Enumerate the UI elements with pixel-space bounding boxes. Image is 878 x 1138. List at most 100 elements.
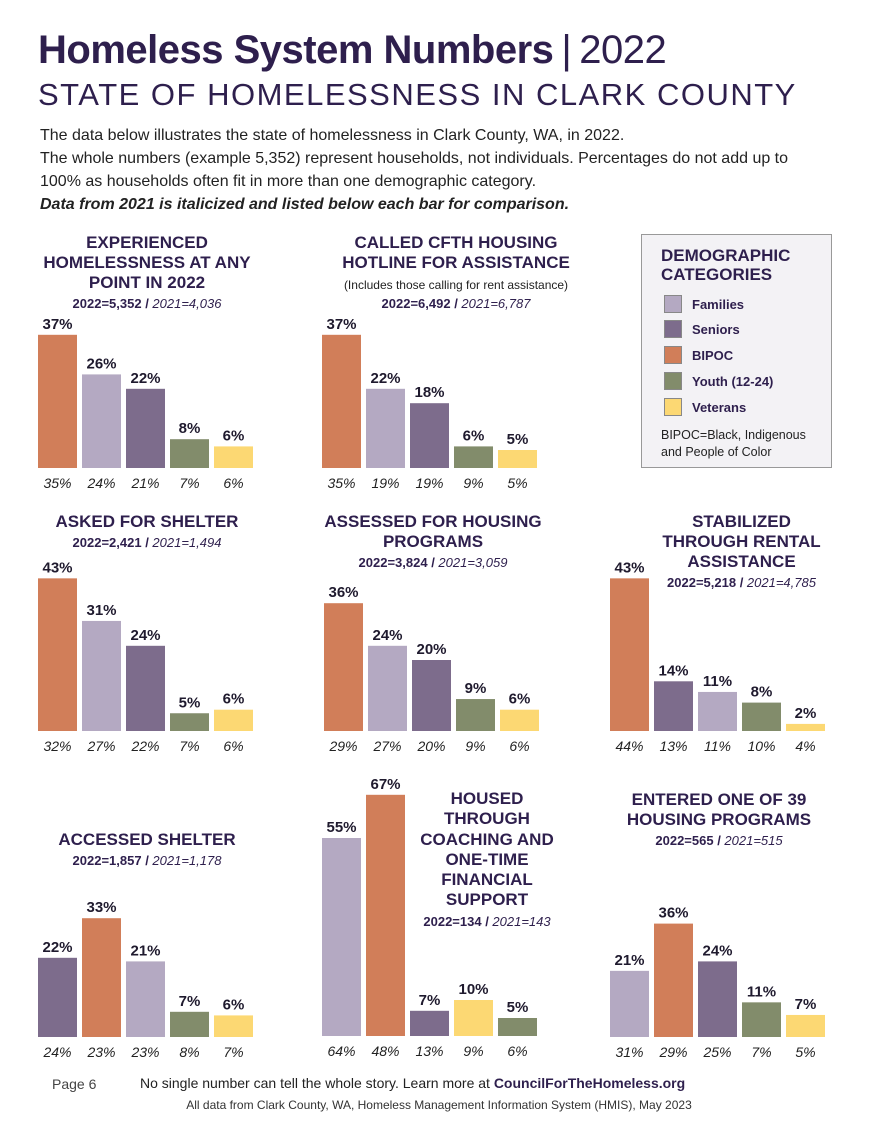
- prev-year-label: 8%: [179, 1044, 199, 1060]
- footer-text: No single number can tell the whole stor…: [140, 1075, 685, 1091]
- bar-veterans: [214, 709, 253, 731]
- prev-year-label: 22%: [130, 738, 159, 754]
- chart-title: ACCESSED SHELTER: [58, 830, 236, 849]
- value-label: 6%: [223, 691, 245, 708]
- prev-year-label: 20%: [416, 738, 445, 754]
- chart-title: CALLED CFTH HOUSING HOTLINE FOR ASSISTAN…: [342, 233, 570, 272]
- intro-line-3: Data from 2021 is italicized and listed …: [40, 196, 570, 213]
- legend-swatch-bipoc: [664, 346, 682, 364]
- prev-year-label: 19%: [415, 475, 443, 491]
- bar-bipoc: [610, 578, 649, 731]
- bar-families: [82, 620, 121, 731]
- bar-veterans: [498, 450, 537, 468]
- stat-2021: 2021=4,785: [746, 575, 816, 590]
- legend-label-seniors: Seniors: [692, 322, 740, 337]
- bar-bipoc: [38, 578, 77, 731]
- footer-link[interactable]: CouncilForTheHomeless.org: [493, 1075, 686, 1091]
- value-label: 31%: [86, 602, 116, 619]
- prev-year-label: 23%: [86, 1044, 115, 1060]
- bar-veterans: [786, 1014, 825, 1037]
- legend-title: DEMOGRAPHIC CATEGORIES: [661, 246, 791, 284]
- chart-plot: 55% 64% 67% 48% 7% 13% 10% 9% 5% 6%: [322, 776, 537, 1059]
- chart-accessed-shelter: ACCESSED SHELTER 2022=1,857 / 2021=1,178…: [37, 829, 257, 1064]
- prev-year-label: 10%: [747, 738, 775, 754]
- stat-2022: 2022=5,218: [667, 575, 737, 590]
- value-label: 43%: [42, 559, 72, 576]
- value-label: 20%: [416, 641, 446, 658]
- prev-year-label: 29%: [658, 1044, 687, 1060]
- value-label: 37%: [42, 316, 72, 333]
- chart-title: ASSESSED FOR HOUSING PROGRAMS: [324, 512, 542, 551]
- value-label: 22%: [42, 939, 72, 956]
- bar-youth: [170, 713, 209, 731]
- prev-year-label: 44%: [615, 738, 643, 754]
- stat-2022: 2022=5,352: [72, 296, 142, 311]
- bar-youth: [456, 699, 495, 731]
- bar-families: [610, 970, 649, 1037]
- bar-seniors: [38, 957, 77, 1037]
- bar-bipoc: [38, 334, 77, 468]
- prev-year-label: 7%: [179, 475, 199, 491]
- legend-swatch-youth: [664, 372, 682, 390]
- value-label: 55%: [326, 819, 356, 836]
- prev-year-label: 23%: [130, 1044, 159, 1060]
- stat-2022: 2022=565: [655, 833, 714, 848]
- value-label: 21%: [614, 952, 644, 969]
- prev-year-label: 6%: [223, 738, 243, 754]
- chart-experienced-homelessness: EXPERIENCED HOMELESSNESS AT ANY POINT IN…: [37, 232, 257, 497]
- prev-year-label: 48%: [371, 1043, 399, 1059]
- bar-seniors: [126, 645, 165, 731]
- bar-families: [698, 691, 737, 731]
- chart-title: STABILIZED THROUGH RENTAL ASSISTANCE: [662, 512, 821, 571]
- chart-stabilized-rental: STABILIZED THROUGH RENTAL ASSISTANCE 202…: [609, 511, 834, 756]
- value-label: 5%: [507, 999, 529, 1016]
- chart-stats: 2022=2,421 / 2021=1,494: [72, 535, 222, 550]
- stat-2021: 2021=143: [492, 914, 551, 929]
- chart-title: EXPERIENCED HOMELESSNESS AT ANY POINT IN…: [43, 233, 251, 292]
- chart-note: (Includes those calling for rent assista…: [343, 278, 569, 292]
- bar-seniors: [654, 681, 693, 731]
- prev-year-label: 13%: [659, 738, 687, 754]
- bar-bipoc: [366, 794, 405, 1036]
- prev-year-label: 7%: [223, 1044, 243, 1060]
- prev-year-label: 35%: [43, 475, 71, 491]
- bar-youth: [454, 446, 493, 468]
- bar-veterans: [786, 723, 825, 731]
- chart-entered-housing-programs: ENTERED ONE OF 39 HOUSING PROGRAMS 2022=…: [609, 789, 829, 1064]
- value-label: 18%: [414, 384, 444, 401]
- prev-year-label: 9%: [465, 738, 485, 754]
- chart-called-hotline: CALLED CFTH HOUSING HOTLINE FOR ASSISTAN…: [321, 232, 591, 497]
- bar-seniors: [698, 961, 737, 1037]
- value-label: 11%: [703, 673, 732, 690]
- stat-2021: 2021=515: [724, 833, 783, 848]
- prev-year-label: 32%: [43, 738, 71, 754]
- value-label: 5%: [179, 694, 201, 711]
- stat-2021: 2021=1,178: [152, 853, 222, 868]
- value-label: 6%: [223, 427, 245, 444]
- value-label: 7%: [179, 993, 201, 1010]
- stat-2021: 2021=3,059: [438, 555, 508, 570]
- bar-youth: [742, 1002, 781, 1037]
- chart-plot: 37% 35% 26% 24% 22% 21% 8% 7% 6% 6%: [38, 316, 253, 491]
- prev-year-label: 7%: [179, 738, 199, 754]
- bar-seniors: [410, 1010, 449, 1036]
- bar-bipoc: [82, 918, 121, 1037]
- chart-title: ASKED FOR SHELTER: [55, 512, 239, 531]
- prev-year-label: 4%: [795, 738, 815, 754]
- value-label: 6%: [463, 427, 485, 444]
- bar-veterans: [454, 1000, 493, 1036]
- chart-plot: 43% 44% 14% 13% 11% 11% 8% 10% 2% 4%: [610, 559, 825, 754]
- bar-youth: [742, 702, 781, 731]
- prev-year-label: 6%: [223, 475, 243, 491]
- bar-families: [82, 374, 121, 468]
- stat-2022: 2022=134: [423, 914, 482, 929]
- value-label: 24%: [372, 627, 402, 644]
- prev-year-label: 24%: [42, 1044, 71, 1060]
- intro-line-2: The whole numbers (example 5,352) repres…: [40, 150, 789, 190]
- value-label: 37%: [326, 316, 356, 333]
- title-year: 2022: [579, 28, 667, 72]
- bar-veterans: [214, 446, 253, 468]
- value-label: 7%: [419, 992, 441, 1009]
- legend: DEMOGRAPHIC CATEGORIES Families Seniors …: [641, 234, 832, 468]
- prev-year-label: 29%: [328, 738, 357, 754]
